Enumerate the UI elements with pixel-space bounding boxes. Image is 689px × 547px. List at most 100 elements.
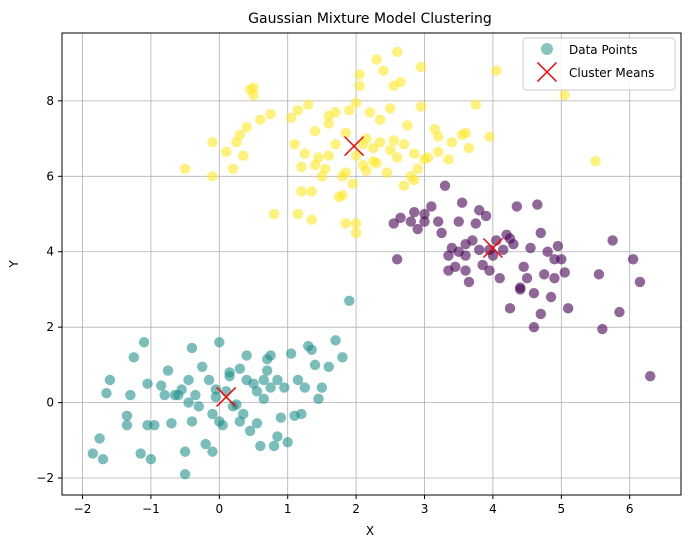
cluster-mean-marker-stroke: [482, 237, 503, 259]
plot-area-frame: [61, 32, 682, 496]
axis-ticks: −2 −1 0 1 2 3 4 5 6 −2 0 2 4 6 8: [36, 94, 633, 516]
data-point-cluster-0: [535, 227, 546, 239]
data-point-cluster-0: [395, 212, 406, 223]
data-point-cluster-1: [159, 389, 170, 401]
data-point-cluster-2: [340, 167, 352, 178]
data-point-cluster-1: [179, 469, 191, 480]
legend-data-points-marker: [541, 43, 553, 55]
data-point-cluster-2: [361, 133, 372, 144]
data-point-cluster-2: [296, 186, 307, 197]
data-point-cluster-2: [313, 152, 324, 163]
data-point-cluster-2: [238, 150, 249, 161]
data-point-cluster-0: [419, 216, 430, 227]
data-point-cluster-0: [521, 272, 533, 284]
data-point-cluster-0: [436, 227, 447, 239]
data-point-cluster-1: [251, 386, 263, 397]
data-point-cluster-2: [354, 80, 365, 92]
data-point-cluster-0: [474, 244, 485, 256]
data-point-cluster-2: [350, 150, 362, 161]
data-point-cluster-2: [364, 107, 375, 118]
data-point-cluster-2: [289, 139, 300, 150]
y-tick-label: −2: [36, 471, 54, 485]
data-point-cluster-2: [207, 171, 218, 182]
data-point-cluster-1: [299, 382, 311, 393]
data-point-cluster-2: [590, 156, 601, 167]
data-point-cluster-2: [391, 46, 403, 58]
cluster-means: [216, 136, 503, 407]
data-point-cluster-2: [299, 148, 311, 159]
data-point-cluster-1: [337, 352, 348, 363]
data-point-cluster-0: [593, 269, 605, 280]
data-point-cluster-1: [279, 382, 290, 393]
data-point-cluster-1: [244, 425, 256, 437]
data-point-cluster-2: [248, 90, 259, 101]
x-tick-label: 5: [557, 502, 565, 516]
data-point-cluster-0: [532, 199, 543, 210]
data-point-cluster-0: [426, 201, 437, 212]
legend: Data Points Cluster Means: [522, 37, 676, 91]
data-point-cluster-0: [405, 216, 417, 227]
data-point-cluster-2: [559, 90, 570, 101]
data-point-cluster-2: [391, 152, 403, 163]
data-point-cluster-2: [330, 107, 341, 118]
data-point-cluster-1: [200, 438, 211, 450]
data-point-cluster-0: [419, 208, 430, 220]
data-point-cluster-2: [378, 65, 389, 76]
data-point-cluster-1: [234, 363, 246, 374]
data-point-cluster-1: [183, 397, 194, 408]
y-tick-label: 6: [46, 169, 54, 183]
data-point-cluster-2: [388, 80, 399, 92]
data-point-cluster-1: [179, 446, 191, 457]
data-point-cluster-0: [391, 254, 403, 265]
data-point-cluster-1: [125, 389, 136, 401]
data-point-cluster-1: [186, 342, 198, 354]
data-point-cluster-0: [515, 282, 526, 293]
data-point-cluster-0: [627, 254, 639, 265]
data-point-cluster-1: [121, 410, 133, 421]
data-point-cluster-2: [179, 163, 191, 174]
data-point-cluster-2: [388, 135, 399, 146]
data-point-cluster-1: [306, 344, 317, 355]
data-point-cluster-1: [149, 420, 160, 431]
data-point-cluster-2: [296, 161, 307, 173]
data-point-cluster-2: [371, 157, 382, 169]
legend-data-points-label: Data Points: [569, 43, 638, 57]
legend-x-marker-stroke: [536, 61, 558, 83]
data-point-cluster-1: [241, 350, 252, 361]
data-point-cluster-0: [484, 244, 495, 256]
data-point-cluster-0: [470, 218, 482, 229]
data-point-cluster-1: [234, 416, 246, 427]
data-point-cluster-0: [388, 218, 399, 229]
data-point-cluster-2: [470, 99, 482, 110]
data-point-cluster-1: [217, 420, 228, 431]
data-point-cluster-2: [463, 142, 475, 154]
data-point-cluster-0: [528, 288, 540, 299]
data-point-cluster-2: [350, 227, 362, 239]
data-point-cluster-0: [453, 216, 464, 227]
data-point-cluster-1: [255, 440, 266, 452]
data-point-cluster-0: [545, 291, 557, 303]
data-point-cluster-0: [474, 205, 485, 216]
data-point-cluster-2: [340, 218, 352, 229]
data-point-cluster-1: [285, 348, 297, 359]
data-point-cluster-1: [268, 440, 280, 452]
data-point-cluster-1: [155, 380, 167, 391]
data-point-cluster-2: [357, 159, 369, 171]
data-point-cluster-2: [432, 146, 444, 157]
y-axis-label: Y: [7, 260, 21, 269]
data-point-cluster-0: [634, 276, 646, 288]
data-point-cluster-1: [183, 374, 194, 386]
legend-cluster-means-marker: [536, 61, 558, 83]
x-tick-label: 0: [215, 502, 223, 516]
cluster-mean-marker: [482, 237, 503, 259]
data-point-cluster-1: [330, 335, 341, 346]
data-point-cluster-2: [350, 218, 362, 229]
data-point-cluster-2: [432, 131, 444, 142]
data-point-cluster-1: [207, 408, 218, 420]
data-point-cluster-1: [121, 420, 133, 431]
data-point-cluster-2: [292, 208, 304, 220]
data-point-cluster-0: [497, 244, 509, 256]
data-point-cluster-0: [504, 303, 516, 314]
data-point-cluster-1: [210, 384, 222, 395]
data-point-cluster-2: [207, 137, 218, 148]
